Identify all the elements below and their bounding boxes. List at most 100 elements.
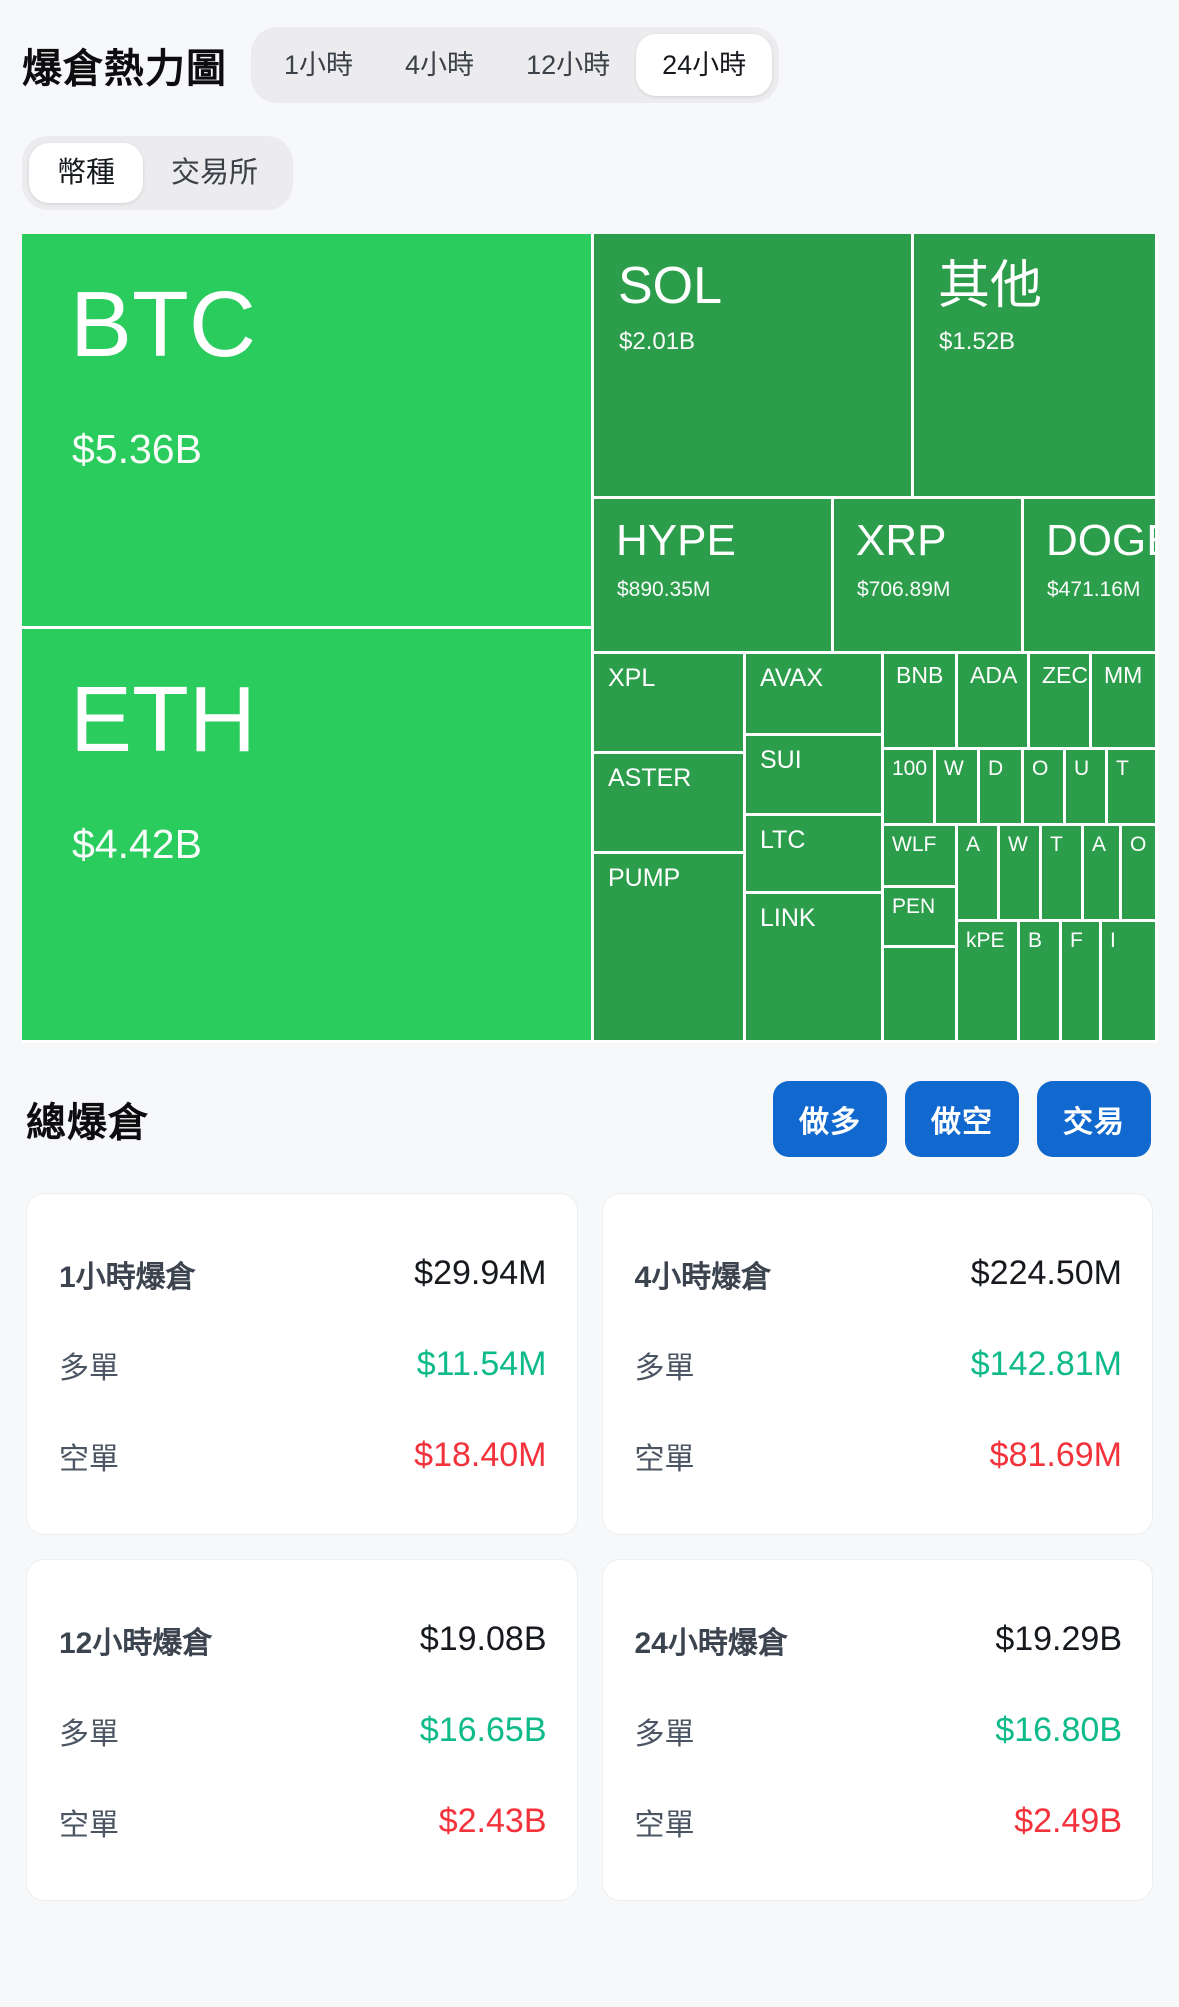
card-total-value: $29.94M	[414, 1254, 547, 1292]
stat-card-24h[interactable]: 24小時爆倉 $19.29B 多單 $16.80B 空單 $2.49B	[601, 1559, 1153, 1901]
tile-symbol: ADA	[970, 662, 1018, 688]
card-row-short: 空單 $2.49B	[635, 1776, 1123, 1867]
card-long-value: $11.54M	[416, 1345, 547, 1383]
treemap-tile-others[interactable]: 其他 $1.52B	[914, 234, 1158, 499]
treemap-tile-kpe[interactable]: kPE	[958, 922, 1020, 1043]
tile-symbol: SOL	[618, 257, 723, 315]
card-row-total: 4小時爆倉 $224.50M	[635, 1228, 1123, 1319]
stat-card-12h[interactable]: 12小時爆倉 $19.08B 多單 $16.65B 空單 $2.43B	[26, 1559, 578, 1901]
short-button[interactable]: 做空	[905, 1081, 1019, 1157]
treemap-tile-w2[interactable]: W	[1000, 826, 1042, 922]
grouping-toggle: 幣種 交易所	[22, 136, 294, 210]
tile-symbol: ASTER	[608, 764, 692, 792]
tile-value: $890.35M	[617, 578, 711, 601]
treemap-tile-d[interactable]: D	[980, 750, 1024, 826]
treemap-tile-sol[interactable]: SOL $2.01B	[594, 234, 914, 499]
treemap-tile-ada[interactable]: ADA	[958, 654, 1030, 750]
tab-4h[interactable]: 4小時	[405, 50, 475, 80]
treemap-tile-mm[interactable]: MM	[1092, 654, 1158, 750]
tile-symbol: ZEC	[1042, 662, 1088, 688]
tile-symbol: BTC	[70, 272, 256, 376]
stat-card-1h[interactable]: 1小時爆倉 $29.94M 多單 $11.54M 空單 $18.40M	[26, 1193, 578, 1535]
treemap-tile-a1[interactable]: A	[958, 826, 1000, 922]
card-long-value: $16.80B	[995, 1711, 1122, 1749]
treemap-tile-b[interactable]: B	[1020, 922, 1062, 1043]
timeframe-tabs: 1小時 4小時 12小時 24小時	[251, 27, 780, 103]
tile-symbol: W	[1008, 833, 1028, 856]
treemap-tile-avax[interactable]: AVAX	[746, 654, 884, 736]
treemap-tile-bnb[interactable]: BNB	[884, 654, 958, 750]
tile-value: $2.01B	[619, 328, 696, 355]
tile-symbol: U	[1074, 757, 1090, 780]
toggle-option-coin[interactable]: 幣種	[29, 143, 144, 203]
card-total-value: $19.08B	[419, 1620, 547, 1658]
treemap-tile-ltc[interactable]: LTC	[746, 816, 884, 894]
tile-symbol: A	[966, 833, 981, 856]
treemap-tile-doge[interactable]: DOGE $471.16M	[1024, 499, 1158, 654]
card-short-value: $2.43B	[438, 1802, 547, 1840]
tile-symbol: D	[988, 757, 1004, 780]
action-buttons: 做多 做空 交易	[773, 1081, 1151, 1157]
card-short-label: 空單	[634, 1808, 695, 1842]
tab-24h[interactable]: 24小時	[636, 34, 773, 96]
treemap-tile-a2[interactable]: A	[1084, 826, 1122, 922]
toggle-option-exchange[interactable]: 交易所	[171, 157, 259, 189]
treemap-tile-aster[interactable]: ASTER	[594, 754, 746, 854]
tile-symbol: O	[1130, 833, 1147, 856]
tile-symbol: O	[1032, 757, 1049, 780]
liquidation-stat-cards: 1小時爆倉 $29.94M 多單 $11.54M 空單 $18.40M 4小時爆…	[0, 1157, 1179, 1901]
tile-value: $706.89M	[857, 578, 951, 601]
treemap-tile-eth[interactable]: ETH $4.42B	[22, 629, 594, 1043]
liquidation-treemap[interactable]: BTC $5.36B ETH $4.42B SOL $2.01B 其他 $1.5…	[22, 234, 1158, 1043]
card-short-label: 空單	[634, 1442, 695, 1476]
treemap-tile-xpl[interactable]: XPL	[594, 654, 746, 754]
treemap-tile-wlf[interactable]: WLF	[884, 826, 958, 888]
tile-symbol: PEN	[892, 895, 936, 918]
treemap-tile-link[interactable]: LINK	[746, 894, 884, 1043]
treemap-tile-zec[interactable]: ZEC	[1030, 654, 1092, 750]
treemap-tile-100[interactable]: 100	[884, 750, 936, 826]
card-row-short: 空單 $18.40M	[59, 1410, 547, 1501]
tile-symbol: XRP	[856, 516, 947, 565]
treemap-tile-f[interactable]: F	[1062, 922, 1102, 1043]
card-row-short: 空單 $81.69M	[635, 1410, 1123, 1501]
tile-symbol: T	[1116, 757, 1129, 780]
card-total-value: $224.50M	[970, 1254, 1122, 1292]
card-short-label: 空單	[59, 1442, 119, 1476]
total-liquidation-bar: 總爆倉 做多 做空 交易	[0, 1043, 1179, 1157]
treemap-tile-btc[interactable]: BTC $5.36B	[22, 234, 594, 629]
treemap-tile-pump[interactable]: PUMP	[594, 854, 746, 1043]
treemap-tile-u[interactable]: U	[1066, 750, 1108, 826]
treemap-tile-xrp[interactable]: XRP $706.89M	[834, 499, 1024, 654]
tile-symbol: A	[1092, 833, 1107, 856]
tile-symbol: 100	[892, 757, 928, 780]
treemap-tile-t1[interactable]: T	[1108, 750, 1158, 826]
page-header: 爆倉熱力圖 1小時 4小時 12小時 24小時	[0, 0, 1179, 112]
tab-1h[interactable]: 1小時	[284, 50, 354, 80]
long-button[interactable]: 做多	[773, 1081, 887, 1157]
card-short-value: $18.40M	[414, 1436, 547, 1474]
stat-card-4h[interactable]: 4小時爆倉 $224.50M 多單 $142.81M 空單 $81.69M	[601, 1193, 1153, 1535]
treemap-tile-o2[interactable]: O	[1122, 826, 1158, 922]
card-total-value: $19.29B	[995, 1620, 1122, 1658]
treemap-tile-o1[interactable]: O	[1024, 750, 1066, 826]
tile-value: $1.52B	[939, 328, 1016, 355]
card-long-value: $16.65B	[419, 1711, 547, 1749]
tab-12h[interactable]: 12小時	[526, 50, 611, 80]
treemap-tile-hype[interactable]: HYPE $890.35M	[594, 499, 834, 654]
treemap-tile-i[interactable]: I	[1102, 922, 1158, 1043]
card-period-label: 12小時爆倉	[59, 1626, 213, 1660]
tile-symbol: W	[944, 757, 964, 780]
treemap-tile-t2[interactable]: T	[1042, 826, 1084, 922]
treemap-tile-w1[interactable]: W	[936, 750, 980, 826]
page-title: 爆倉熱力圖	[22, 47, 227, 91]
treemap-tile-sui[interactable]: SUI	[746, 736, 884, 816]
card-long-label: 多單	[59, 1717, 119, 1751]
treemap-tile-micro-1[interactable]	[884, 948, 958, 1043]
card-row-long: 多單 $11.54M	[59, 1319, 547, 1410]
card-long-value: $142.81M	[970, 1345, 1122, 1383]
treemap-tile-pen[interactable]: PEN	[884, 888, 958, 948]
trade-button[interactable]: 交易	[1037, 1081, 1151, 1157]
card-row-long: 多單 $16.80B	[635, 1685, 1123, 1776]
tile-symbol: WLF	[892, 833, 937, 856]
